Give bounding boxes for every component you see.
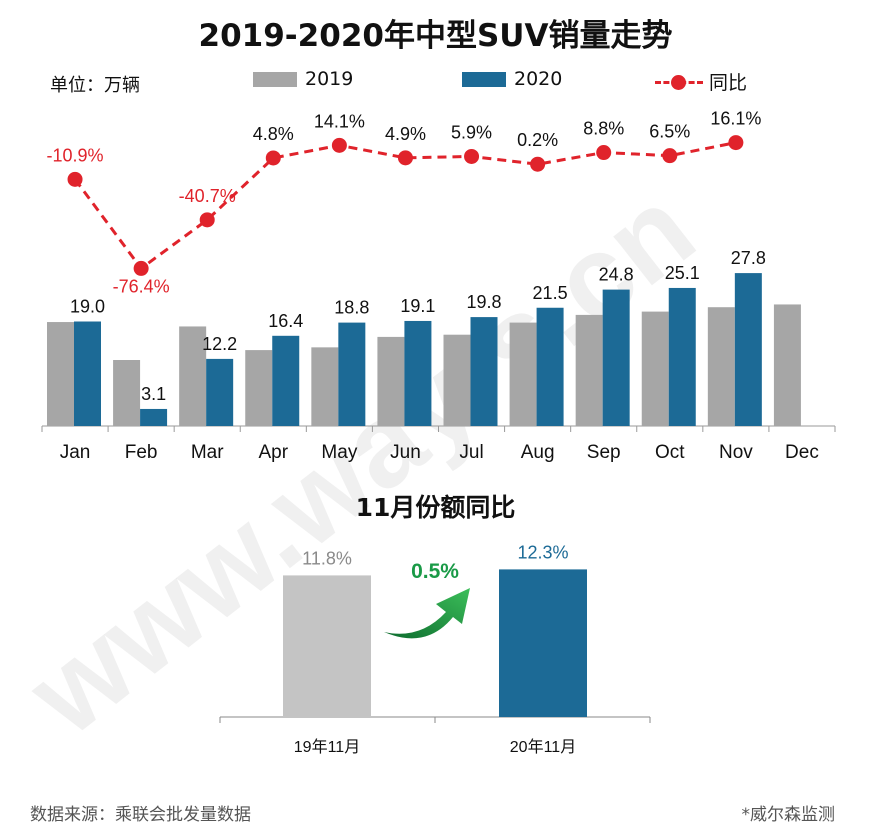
yoy-point-jun (397, 150, 413, 166)
yoy-label: 16.1% (710, 109, 761, 129)
legend-line-yoy (655, 72, 703, 92)
yoy-label: -76.4% (113, 276, 170, 296)
bar-2020-jan (74, 321, 101, 426)
bar-2019-oct (641, 311, 669, 426)
share-x-tick-label: 19年11月 (294, 738, 360, 756)
yoy-point-sep (596, 145, 612, 161)
yoy-point-oct (662, 148, 678, 164)
bar-2019-apr (245, 350, 273, 426)
yoy-label: -40.7% (179, 186, 236, 206)
x-tick-label: Jan (60, 442, 91, 463)
share-chart: 11.8% 19年11月 12.3% 20年11月 0.5% (219, 542, 651, 756)
x-tick-label: Jul (459, 442, 483, 463)
x-tick-label: Sep (587, 442, 621, 463)
bar-2020-jun (404, 320, 432, 426)
data-label-2020: 19.1 (400, 296, 435, 316)
data-label-2020: 18.8 (334, 298, 369, 318)
yoy-label: 5.9% (451, 122, 492, 142)
legend-label-2020: 2020 (514, 68, 563, 90)
legend-item-2020: 2020 (462, 68, 562, 90)
share-data-label: 12.3% (517, 542, 568, 562)
bar-2020-feb (140, 408, 168, 426)
yoy-point-mar (199, 212, 215, 228)
share-chart-title: 11月份额同比 (355, 493, 516, 522)
share-bar-2 (499, 569, 587, 717)
change-arrow-shape (384, 588, 470, 639)
data-label-2020: 24.8 (599, 265, 634, 285)
yoy-line (73, 141, 737, 271)
x-tick-label: Mar (191, 442, 224, 463)
data-label-2020: 21.5 (533, 283, 568, 303)
data-label-2020: 12.2 (202, 334, 237, 354)
yoy-label: 14.1% (314, 111, 365, 131)
bar-2019-jul (443, 334, 471, 426)
x-tick-label: Aug (521, 442, 555, 463)
legend-label-2019: 2019 (305, 68, 354, 90)
legend-item-yoy: 同比 (655, 68, 747, 95)
yoy-point-may (331, 137, 347, 153)
x-tick-label: Dec (785, 442, 819, 463)
share-bar-1 (283, 575, 371, 717)
change-arrow-icon (384, 588, 470, 639)
yoy-label: 4.8% (253, 124, 294, 144)
legend-item-2019: 2019 (253, 68, 353, 90)
bar-2020-jul (470, 317, 498, 426)
bar-2019-jun (377, 336, 405, 426)
yoy-label: 8.8% (583, 119, 624, 139)
main-chart: 19.0 Jan 3.1 Feb 12.2 Mar 16.4 Apr 18.8 May 19.1 Ju… (41, 109, 836, 463)
x-tick-label: Apr (259, 442, 289, 463)
credit-note: *威尔森监测 (741, 805, 836, 825)
legend-swatch-2020 (462, 71, 506, 87)
yoy-label: 0.2% (517, 130, 558, 150)
bar-2019-aug (509, 322, 537, 426)
x-tick-label: Feb (125, 442, 158, 463)
bar-2019-sep (575, 314, 603, 426)
legend-swatch-2019 (253, 71, 297, 87)
yoy-point-jul (464, 148, 480, 164)
yoy-label: 6.5% (649, 122, 690, 142)
x-tick-label: Oct (655, 442, 685, 463)
bar-2020-oct (668, 287, 696, 426)
bar-2019-mar (179, 326, 207, 426)
legend-label-yoy: 同比 (709, 72, 748, 94)
x-tick-label: Nov (719, 442, 753, 463)
bar-2019-jan (47, 322, 74, 426)
bar-2020-mar (206, 358, 234, 426)
yoy-label: -10.9% (47, 145, 104, 165)
yoy-label: 4.9% (385, 124, 426, 144)
unit-label: 单位：万辆 (50, 75, 140, 96)
bar-2019-feb (113, 360, 141, 426)
data-label-2020: 25.1 (665, 263, 700, 283)
yoy-point-aug (530, 156, 546, 172)
bar-2019-dec (773, 304, 801, 426)
share-x-tick-label: 20年11月 (510, 738, 576, 756)
yoy-point-apr (265, 150, 281, 166)
data-label-2020: 16.4 (268, 311, 303, 331)
yoy-point-jan (67, 171, 83, 187)
bar-2019-nov (707, 307, 735, 426)
bar-2020-nov (734, 273, 762, 426)
x-tick-label: May (321, 442, 357, 463)
data-label-2020: 3.1 (141, 384, 166, 404)
x-tick-label: Jun (390, 442, 421, 463)
share-data-label: 11.8% (302, 548, 352, 568)
bar-2020-apr (272, 335, 300, 426)
yoy-point-feb (133, 260, 149, 276)
chart-title: 2019-2020年中型SUV销量走势 (198, 18, 673, 54)
bar-2019-may (311, 347, 339, 426)
bar-2020-aug (536, 307, 564, 426)
data-label-2020: 19.0 (70, 297, 105, 317)
data-label-2020: 27.8 (731, 248, 766, 268)
data-label-2020: 19.8 (466, 292, 501, 312)
yoy-point-nov (728, 135, 744, 151)
legend: 2019 2020 同比 (0, 68, 871, 94)
bar-2020-sep (602, 289, 630, 426)
change-label: 0.5% (411, 560, 459, 583)
bar-2020-may (338, 322, 366, 426)
source-note: 数据来源：乘联会批发量数据 (30, 805, 251, 825)
